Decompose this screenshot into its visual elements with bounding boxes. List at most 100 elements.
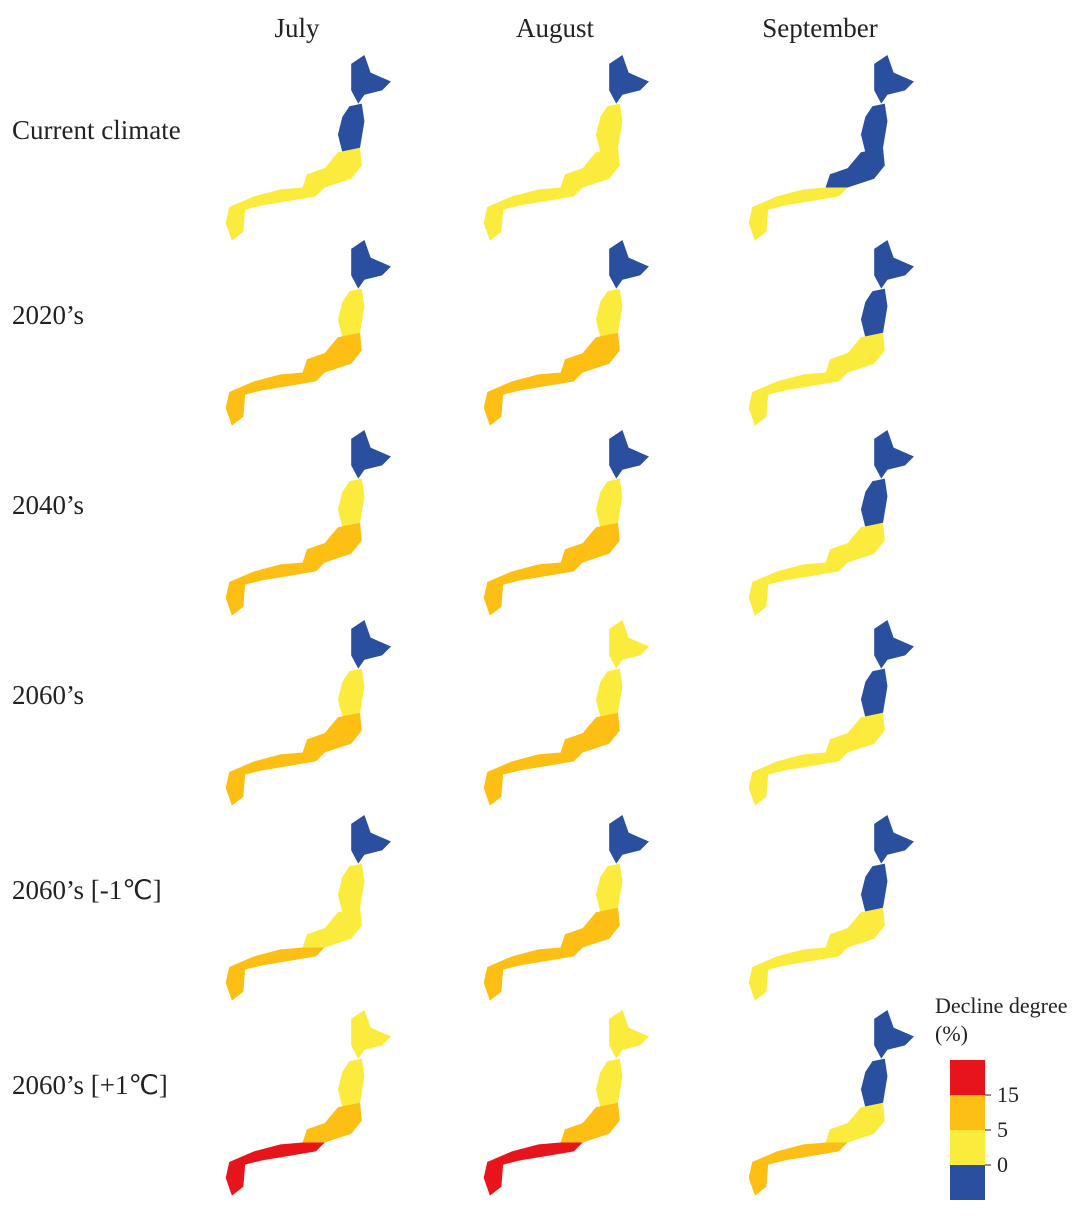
map-region xyxy=(596,1059,623,1108)
map-region xyxy=(226,373,325,426)
map-region xyxy=(861,1059,888,1108)
map-region xyxy=(609,815,649,864)
map-region xyxy=(874,620,914,669)
map-region xyxy=(561,1103,620,1143)
map-region xyxy=(861,479,888,528)
map-region xyxy=(874,430,914,479)
map xyxy=(212,620,402,810)
map-region xyxy=(861,669,888,718)
map-region xyxy=(226,753,325,806)
map xyxy=(470,620,660,810)
map-region xyxy=(484,948,583,1001)
map-region xyxy=(484,753,583,806)
column-header: July xyxy=(197,8,397,48)
legend-tick-label: 15 xyxy=(997,1082,1019,1107)
row-label: Current climate xyxy=(12,110,202,150)
map-region xyxy=(596,479,623,528)
row-label: 2060’s xyxy=(12,675,202,715)
figure: JulyAugustSeptemberCurrent climate2020’s… xyxy=(0,0,1080,1219)
row-label: 2060’s [+1℃] xyxy=(12,1065,202,1105)
map-region xyxy=(749,188,848,241)
map-region xyxy=(826,713,885,753)
legend-swatch xyxy=(950,1095,985,1130)
map-region xyxy=(749,948,848,1001)
map-region xyxy=(351,55,391,104)
map-region xyxy=(861,289,888,338)
map-region xyxy=(596,864,623,913)
legend-swatch xyxy=(950,1165,985,1200)
map xyxy=(470,1010,660,1200)
map-region xyxy=(826,908,885,948)
map-region xyxy=(338,289,365,338)
map xyxy=(470,55,660,245)
map xyxy=(212,55,402,245)
map-region xyxy=(561,908,620,948)
map-region xyxy=(484,373,583,426)
map xyxy=(212,430,402,620)
map-region xyxy=(351,430,391,479)
map xyxy=(735,55,925,245)
map-region xyxy=(826,1103,885,1143)
map-region xyxy=(338,479,365,528)
map-region xyxy=(874,55,914,104)
map-region xyxy=(596,669,623,718)
legend-swatch xyxy=(950,1130,985,1165)
map-region xyxy=(609,240,649,289)
map-region xyxy=(484,188,583,241)
map-region xyxy=(861,104,888,153)
map-region xyxy=(874,815,914,864)
map-region xyxy=(861,864,888,913)
map-region xyxy=(826,523,885,563)
map xyxy=(735,815,925,1005)
map xyxy=(212,1010,402,1200)
map-region xyxy=(749,563,848,616)
map xyxy=(735,430,925,620)
map-region xyxy=(303,148,362,188)
map-region xyxy=(351,1010,391,1059)
map xyxy=(735,240,925,430)
map-region xyxy=(338,669,365,718)
map-region xyxy=(561,333,620,373)
legend-swatch xyxy=(950,1060,985,1095)
map xyxy=(735,1010,925,1200)
map-region xyxy=(303,523,362,563)
map-region xyxy=(351,240,391,289)
row-label: 2020’s xyxy=(12,295,202,335)
map-region xyxy=(303,1103,362,1143)
legend-tick-label: 0 xyxy=(997,1152,1008,1177)
map-region xyxy=(749,753,848,806)
map xyxy=(212,815,402,1005)
map-region xyxy=(226,1143,325,1196)
row-label: 2060’s [-1℃] xyxy=(12,870,202,910)
map-region xyxy=(338,864,365,913)
map-region xyxy=(226,188,325,241)
map-region xyxy=(609,55,649,104)
column-header: August xyxy=(455,8,655,48)
map-region xyxy=(609,1010,649,1059)
map-region xyxy=(749,373,848,426)
map-region xyxy=(609,620,649,669)
map-region xyxy=(351,815,391,864)
map xyxy=(212,240,402,430)
map-region xyxy=(484,1143,583,1196)
map-region xyxy=(596,289,623,338)
legend-tick-label: 5 xyxy=(997,1117,1008,1142)
map-region xyxy=(561,713,620,753)
map-region xyxy=(338,1059,365,1108)
map-region xyxy=(874,1010,914,1059)
map-region xyxy=(226,948,325,1001)
map-region xyxy=(561,148,620,188)
map-region xyxy=(303,908,362,948)
map-region xyxy=(226,563,325,616)
map-region xyxy=(351,620,391,669)
map-region xyxy=(749,1143,848,1196)
map-region xyxy=(596,104,623,153)
map xyxy=(735,620,925,810)
map xyxy=(470,240,660,430)
map-region xyxy=(609,430,649,479)
map-region xyxy=(826,148,885,188)
map-region xyxy=(303,333,362,373)
map xyxy=(470,815,660,1005)
map-region xyxy=(874,240,914,289)
